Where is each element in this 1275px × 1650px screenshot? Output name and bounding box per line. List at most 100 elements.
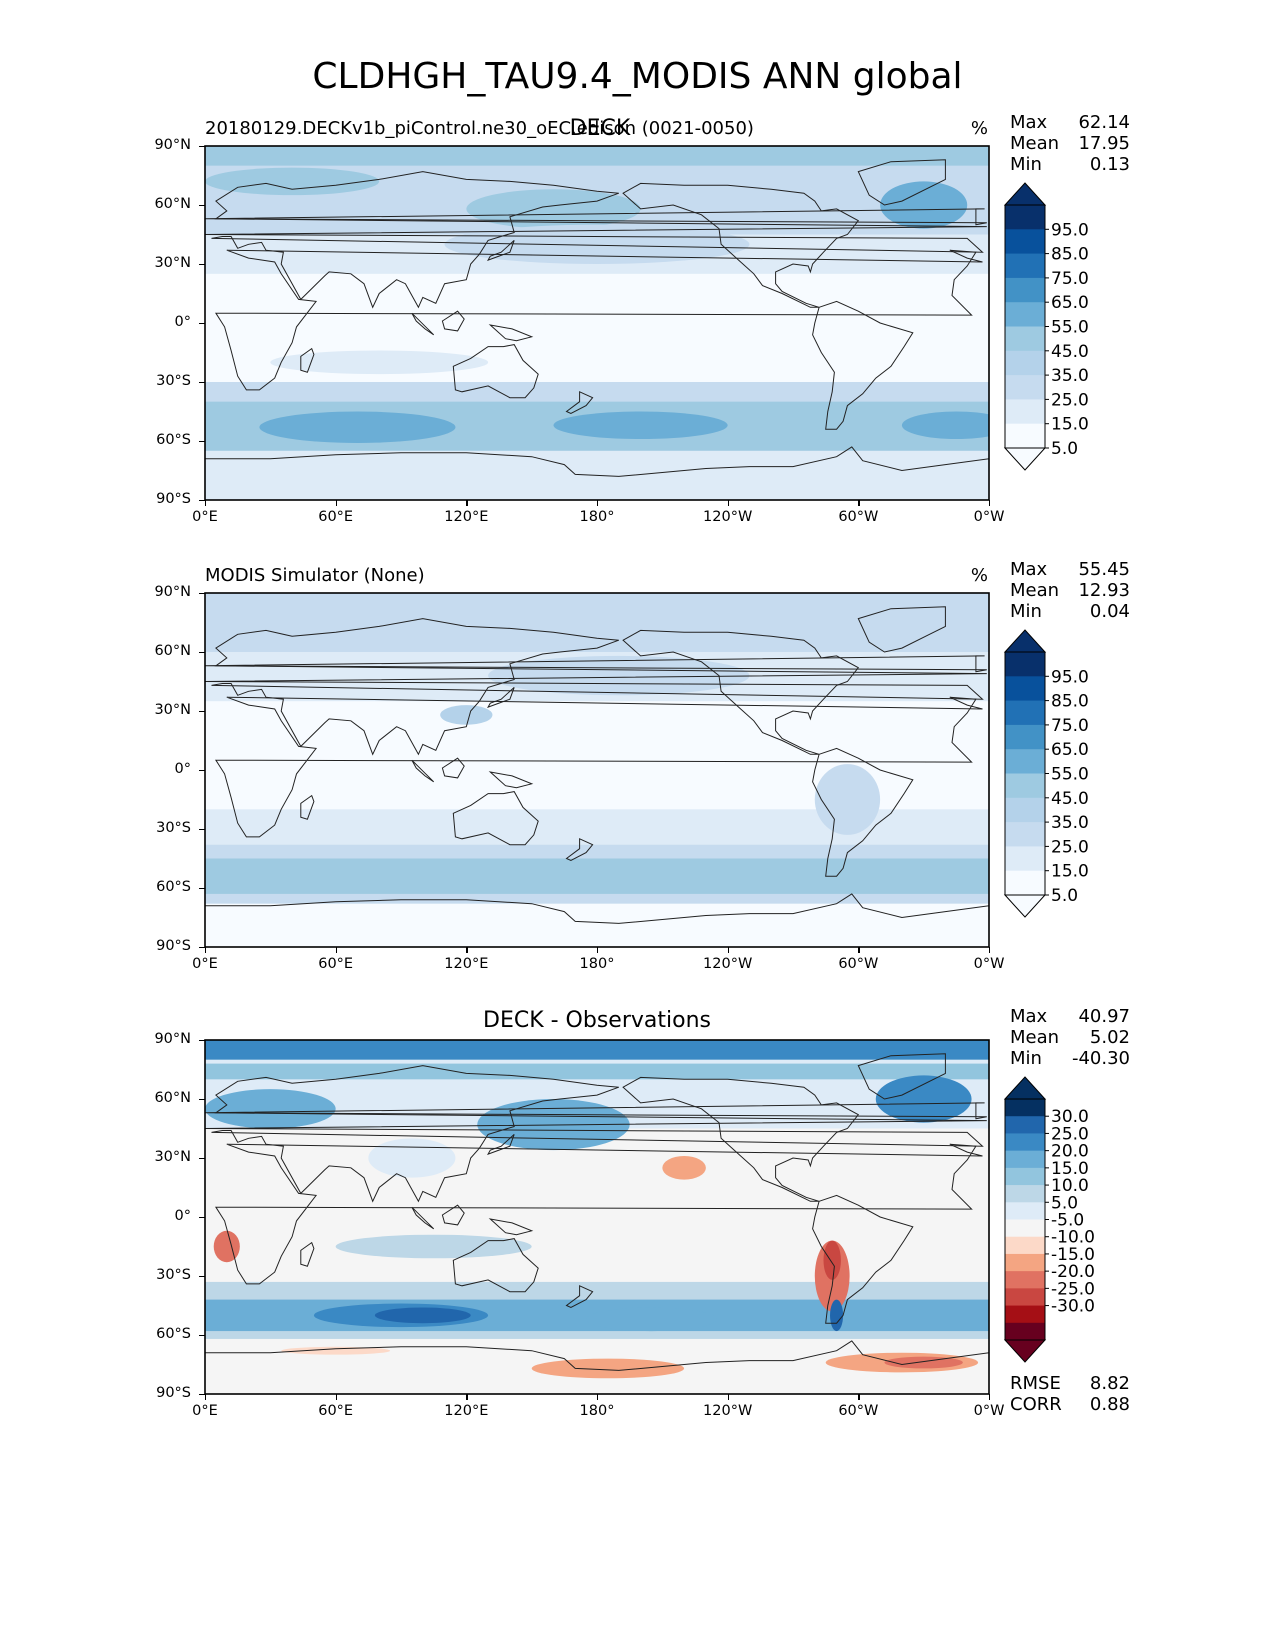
stat-mean-label: Mean [1010,1027,1060,1048]
colorbar-swatch [1005,1271,1045,1289]
lat-tick-label: 30°S [156,373,191,389]
lon-tick-label: 0°E [192,956,218,972]
lon-tick-mark [335,947,337,953]
colorbar-level-label: 65.0 [1051,293,1089,313]
colorbar: 30.025.020.015.010.05.0-5.0-10.0-15.0-20… [1003,1076,1095,1363]
lat-tick-label: 30°N [154,255,191,271]
coastlines [205,159,989,500]
coastline [488,1218,534,1236]
coastlines [205,1053,989,1394]
coastline [452,791,539,846]
lat-tick-mark [199,441,205,443]
field-region [281,1346,391,1355]
lon-tick-mark [205,1394,207,1400]
lat-tick-mark [199,1335,205,1337]
lat-tick-mark [199,1158,205,1160]
lat-tick-mark [199,652,205,654]
coastline [857,1053,946,1100]
coastline [622,1076,860,1202]
lon-tick-mark [727,947,729,953]
colorbar-level-label: -20.0 [1051,1262,1095,1282]
coastline [205,1065,987,1203]
lon-tick-mark [989,500,991,506]
lon-tick-label: 60°W [838,509,879,525]
colorbar-level-label: 85.0 [1051,692,1089,712]
field-layer [205,146,989,500]
lat-tick-mark [199,1217,205,1219]
colorbar-swatch [1005,1288,1045,1307]
coastline [205,208,987,226]
stat-min-value: 0.13 [1089,154,1130,175]
colorbar-level-label: -30.0 [1051,1297,1095,1317]
lat-tick-label: 60°S [156,432,191,448]
lat-tick-mark [199,1394,205,1396]
colorbar-swatch [1005,1305,1045,1324]
stat-max-label: Max [1010,1006,1048,1027]
coastline [205,1340,989,1394]
lon-tick-label: 0°E [192,509,218,525]
colorbar-level-label: 45.0 [1051,789,1089,809]
stat-max-label: Max [1010,112,1048,133]
field-region [586,1307,717,1332]
colorbar-swatch [1005,749,1045,774]
coastline [857,159,946,206]
lon-tick-label: 120°E [444,956,489,972]
units-label: % [970,118,988,139]
lon-tick-mark [597,1394,599,1400]
stat-mean-value: 5.02 [1089,1027,1130,1048]
colorbar-level-label: 15.0 [1051,862,1089,882]
lat-tick-label: 30°S [156,820,191,836]
lon-tick-mark [989,1394,991,1400]
field-region [830,1299,844,1332]
lon-tick-mark [858,1394,860,1400]
stat-mean-value: 12.93 [1078,580,1130,601]
colorbar-swatch [1005,205,1045,230]
coastline [411,759,435,783]
field-region [205,1040,989,1060]
colorbar-swatch [1005,1202,1045,1220]
colorbar-swatch [1005,1219,1045,1238]
colorbar-swatch [1005,350,1045,376]
lat-tick-label: 60°N [154,196,191,212]
lon-tick-mark [727,1394,729,1400]
coastline [205,1102,987,1120]
colorbar-swatch [1005,822,1045,847]
lat-tick-mark [199,1276,205,1278]
lon-tick-label: 0°W [973,1403,1005,1419]
coastline [214,696,983,838]
units-label: % [970,565,988,586]
colorbar-swatch [1005,1167,1045,1186]
colorbar-level-label: 55.0 [1051,765,1089,785]
colorbar-swatch [1005,773,1045,799]
map-canvas [204,145,990,501]
field-region [553,411,728,440]
corr-value: 0.88 [1089,1394,1130,1415]
lat-tick-label: 90°S [156,938,191,954]
coastline [565,838,594,862]
coastline [300,794,315,820]
lon-tick-mark [989,947,991,953]
coastline [812,300,914,430]
colorbar-level-label: 20.0 [1051,1142,1089,1162]
lat-tick-label: 0° [174,314,191,330]
coastline [411,312,435,336]
field-region [205,1063,989,1080]
coastline [488,771,534,789]
coastline [300,1241,315,1267]
panel-title: DECK [569,116,631,141]
colorbar-level-label: 45.0 [1051,342,1089,362]
field-region [205,1089,336,1129]
coastline [565,391,594,415]
field-region [531,1358,685,1379]
lon-tick-mark [597,947,599,953]
lat-tick-mark [199,264,205,266]
panel-subtitle: 20180129.DECKv1b_piControl.ne30_oEC.edis… [205,118,754,139]
panel-subtitle: MODIS Simulator (None) [205,565,425,586]
lon-tick-mark [466,500,468,506]
lat-tick-mark [199,323,205,325]
field-region [205,903,989,947]
colorbar-swatch [1005,1253,1045,1272]
stat-mean-label: Mean [1010,133,1060,154]
lat-tick-label: 90°N [154,584,191,600]
lat-tick-label: 0° [174,1208,191,1224]
